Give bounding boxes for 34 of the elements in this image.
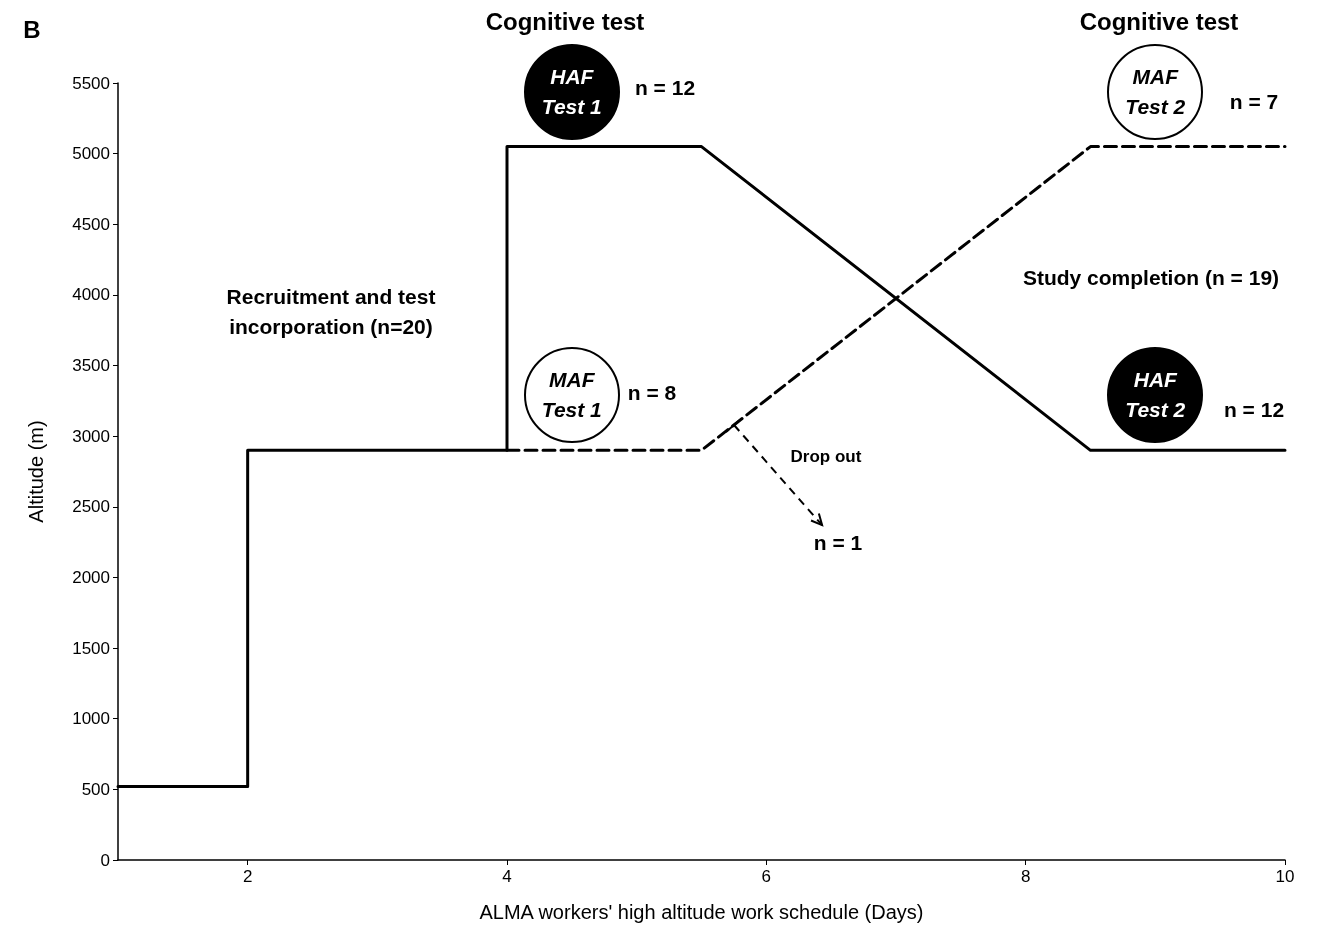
text: Cognitive test [485,7,645,37]
x-tick-label: 8 [1020,867,1031,886]
annotation: HAF Test 2 [1124,367,1187,424]
y-tick-label: 1000 [72,709,110,729]
x-axis-title: ALMA workers' high altitude work schedule (Days) [479,901,924,923]
y-tick-label: 0 [100,850,110,870]
annotation: Drop out [790,446,862,468]
annotation: MAF Test 1 [540,367,603,424]
y-tick-label: 2000 [72,567,110,587]
annotation: n = 12 [634,75,696,101]
x-tick-label: 10 [1275,867,1295,886]
annotation: n = 1 [813,530,863,556]
y-tick-label: 4500 [72,214,110,234]
annotation: Study completion (n = 19) [1022,265,1280,291]
text: B [23,15,41,45]
y-tick-label: 3000 [72,426,110,446]
x-tick-label: 6 [761,867,772,886]
y-tick-label: 2500 [72,497,110,517]
y-tick-label: 3500 [72,356,110,376]
text: Cognitive test [1079,7,1239,37]
y-tick-label: 1500 [72,638,110,658]
annotation: n = 8 [627,380,677,406]
y-tick-label: 5500 [72,73,110,93]
y-tick-label: 4000 [72,285,110,305]
y-axis-title: Altitude (m) [25,420,47,523]
x-tick-label: 4 [502,867,512,886]
y-tick-label: 500 [81,779,110,799]
annotation: MAF Test 2 [1124,63,1187,120]
annotation: n = 7 [1229,89,1279,115]
annotation: n = 12 [1223,397,1285,423]
annotation: Recruitment and test incorporation (n=20) [225,284,437,340]
x-tick-label: 2 [242,867,253,886]
annotation: HAF Test 1 [540,63,603,120]
y-tick-label: 5000 [72,144,110,164]
